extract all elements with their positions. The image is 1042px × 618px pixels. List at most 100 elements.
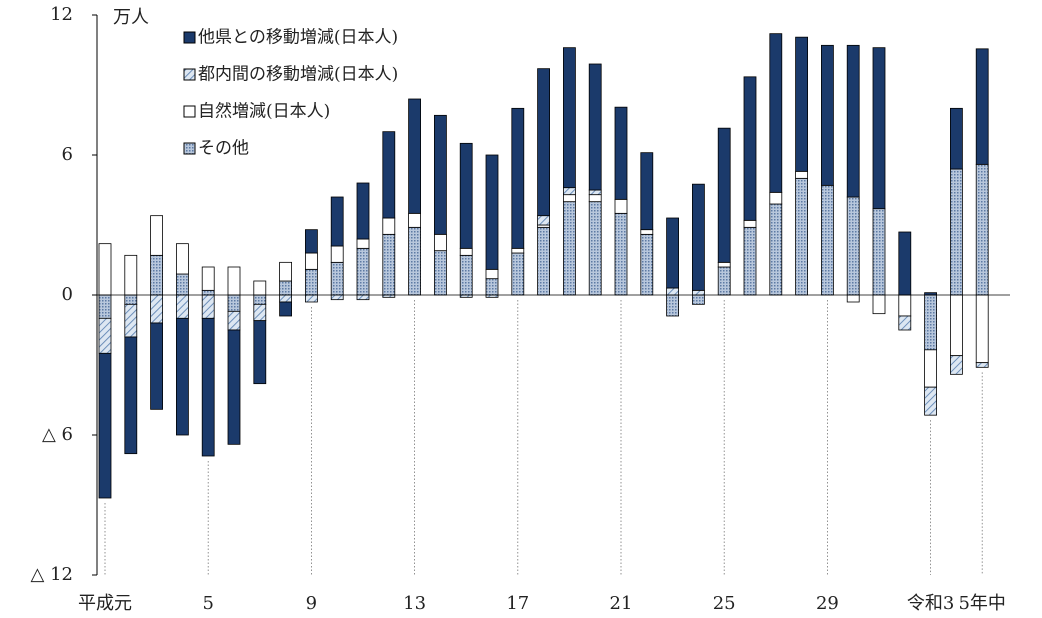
- bar-segment: [537, 226, 550, 296]
- bar-segment: [253, 294, 267, 305]
- bar-segment: [124, 294, 138, 305]
- y-tick-label: △ 6: [42, 424, 73, 445]
- bar-segment: [459, 254, 473, 296]
- bar-segment: [588, 201, 602, 296]
- bar-segment: [485, 268, 499, 280]
- bar-segment: [175, 294, 189, 319]
- x-tick-label: 9: [306, 593, 317, 614]
- bar-segment: [304, 229, 318, 254]
- bar-segment: [304, 268, 318, 296]
- bar-segment: [950, 294, 963, 357]
- x-tick-label: 17: [506, 593, 529, 614]
- bar-segment: [227, 329, 241, 445]
- bar-segment: [356, 238, 370, 249]
- y-unit: 万人: [113, 7, 149, 28]
- bar-segment: [356, 247, 370, 296]
- bar-segment: [563, 47, 576, 189]
- legend-label: 他県との移動増減(日本人): [198, 28, 398, 48]
- bar-segment: [640, 229, 654, 235]
- bar-segment: [356, 294, 370, 301]
- bar-segment: [433, 250, 447, 296]
- x-tick-label: 令和3: [907, 593, 954, 614]
- bar-segment: [511, 107, 525, 249]
- bar-segment: [98, 352, 112, 499]
- bar-segment: [279, 261, 293, 282]
- bar-segment: [692, 294, 705, 305]
- bar-segment: [872, 47, 886, 210]
- bar-segment: [821, 184, 834, 296]
- bar-segment: [459, 142, 473, 249]
- bar-segment: [175, 317, 189, 436]
- bar-segment: [872, 294, 886, 315]
- bar-segment: [717, 127, 731, 263]
- x-tick-label: 13: [403, 593, 426, 614]
- bar-segment: [614, 198, 628, 214]
- bar-segment: [692, 289, 705, 296]
- bar-segment: [433, 233, 447, 252]
- bar-segment: [330, 245, 344, 263]
- bar-segment: [98, 294, 112, 319]
- bar-segment: [330, 294, 344, 301]
- bar-segment: [227, 294, 241, 312]
- bar-segment: [588, 189, 602, 196]
- bar-segment: [150, 322, 164, 410]
- bar-segment: [382, 233, 396, 296]
- bar-segment: [433, 114, 447, 235]
- bar-segment: [253, 303, 267, 322]
- bar-segment: [795, 170, 808, 179]
- y-tick-label: 6: [62, 144, 73, 165]
- bar-segment: [950, 107, 963, 170]
- bar-segment: [846, 196, 860, 296]
- bar-segment: [408, 226, 422, 296]
- y-tick-label: 12: [50, 4, 73, 25]
- bar-segment: [769, 191, 783, 205]
- bar-segment: [253, 280, 267, 296]
- x-tick-label: 平成元: [78, 593, 132, 614]
- bar-segment: [640, 233, 654, 296]
- bar-segment: [666, 217, 679, 289]
- bar-segment: [769, 33, 783, 193]
- bar-segment: [717, 261, 731, 268]
- bar-segment: [588, 63, 602, 191]
- x-tick-label: 29: [816, 593, 839, 614]
- bar-segment: [743, 219, 757, 228]
- bar-segment: [846, 294, 860, 303]
- bar-segment: [304, 294, 318, 303]
- legend-swatch: [183, 105, 196, 118]
- bar-segment: [201, 317, 215, 457]
- bar-segment: [150, 215, 164, 256]
- legend-label: 自然増減(日本人): [198, 102, 330, 122]
- bar-segment: [98, 243, 112, 296]
- bar-segment: [98, 317, 112, 354]
- bar-segment: [563, 187, 576, 196]
- bar-segment: [356, 182, 370, 240]
- bar-segment: [924, 294, 937, 351]
- bar-segment: [279, 301, 293, 317]
- bar-segment: [304, 252, 318, 270]
- x-tick-label: 5: [202, 593, 213, 614]
- bar-segment: [692, 183, 705, 291]
- bar-segment: [717, 266, 731, 296]
- legend-label: 都内間の移動増減(日本人): [198, 65, 398, 85]
- bar-segment: [563, 201, 576, 296]
- bar-segment: [666, 294, 679, 317]
- bar-segment: [279, 294, 293, 303]
- legend-label: その他: [198, 139, 249, 159]
- bar-segment: [563, 194, 576, 203]
- legend-swatch: [183, 68, 196, 81]
- bar-segment: [795, 36, 808, 172]
- bar-segment: [175, 273, 189, 296]
- bar-segment: [175, 243, 189, 275]
- bar-segment: [150, 294, 164, 324]
- bar-segment: [408, 212, 422, 228]
- bar-segment: [924, 386, 937, 416]
- bar-segment: [537, 68, 550, 217]
- bar-segment: [614, 212, 628, 296]
- bar-segment: [537, 215, 550, 226]
- bar-segment: [227, 266, 241, 296]
- bar-segment: [950, 168, 963, 296]
- bar-segment: [485, 154, 499, 270]
- bar-segment: [666, 287, 679, 296]
- bar-segment: [872, 208, 886, 296]
- bar-segment: [898, 315, 912, 331]
